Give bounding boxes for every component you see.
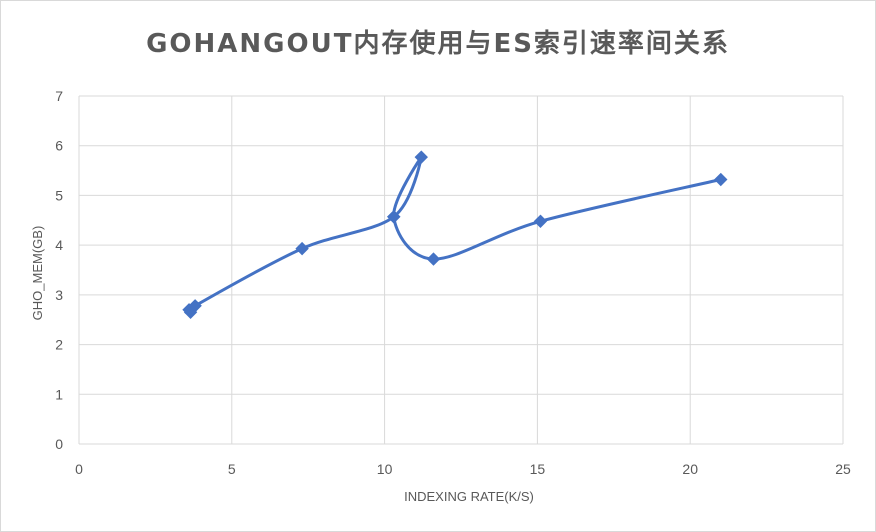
y-tick-label: 4 xyxy=(55,237,63,253)
data-point-marker xyxy=(426,252,441,266)
data-point-marker xyxy=(533,214,548,228)
x-axis-title: INDEXING RATE(K/S) xyxy=(404,489,534,504)
chart-title: GOHANGOUT内存使用与ES索引速率间关系 xyxy=(146,29,730,59)
x-tick-label: 10 xyxy=(377,461,393,477)
x-tick-label: 25 xyxy=(835,461,851,477)
y-tick-label: 2 xyxy=(55,337,63,353)
data-point-marker xyxy=(414,150,428,164)
x-tick-label: 5 xyxy=(228,461,236,477)
y-tick-label: 0 xyxy=(55,436,63,452)
y-tick-label: 7 xyxy=(55,88,63,104)
data-point-marker xyxy=(714,172,728,187)
y-tick-label: 6 xyxy=(55,138,63,154)
y-tick-label: 3 xyxy=(55,287,63,303)
x-tick-label: 20 xyxy=(682,461,698,477)
series-line xyxy=(184,155,723,315)
x-tick-label: 15 xyxy=(530,461,546,477)
data-point-marker xyxy=(188,299,202,313)
data-point-marker xyxy=(387,210,401,224)
y-tick-label: 1 xyxy=(55,386,63,402)
x-tick-label: 0 xyxy=(75,461,83,477)
data-point-marker xyxy=(295,241,309,256)
y-tick-label: 5 xyxy=(55,187,63,203)
y-axis-title: GHO_MEM(GB) xyxy=(30,226,45,321)
